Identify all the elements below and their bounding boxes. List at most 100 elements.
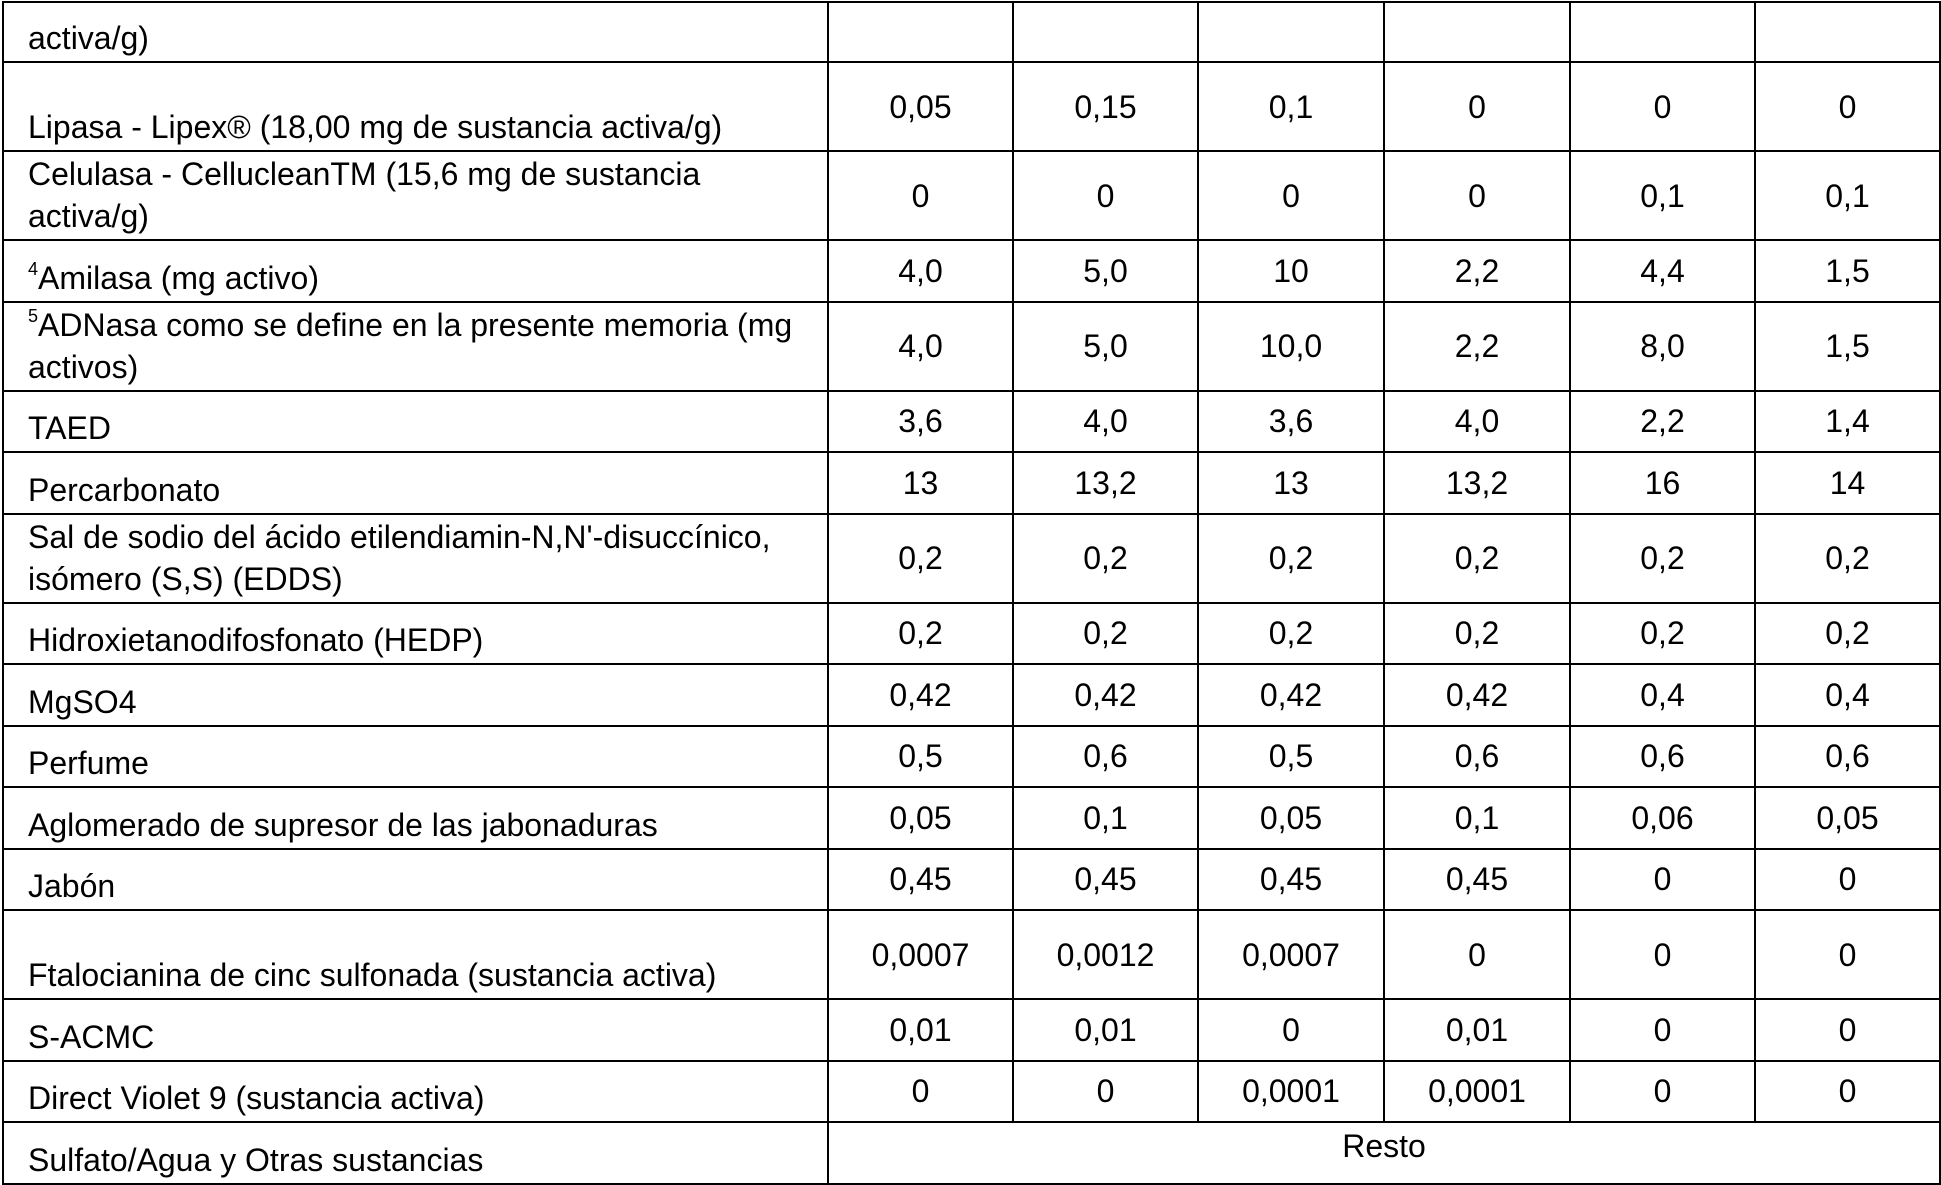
value-cell: 0 — [1755, 910, 1940, 999]
label-text: TAED — [28, 410, 111, 446]
label-text: S-ACMC — [28, 1019, 154, 1055]
table-row: 5ADNasa como se define en la presente me… — [3, 302, 1940, 391]
value-cell: 0 — [828, 1061, 1013, 1123]
value-cell: 0 — [1384, 62, 1570, 151]
value-cell: 0,0007 — [1198, 910, 1384, 999]
value-cell — [1384, 2, 1570, 62]
value-cell: 0,2 — [828, 514, 1013, 603]
value-cell: 3,6 — [1198, 391, 1384, 453]
label-text: Sulfato/Agua y Otras sustancias — [28, 1142, 483, 1178]
value-cell: 0,4 — [1570, 664, 1755, 726]
label-text: Aglomerado de supresor de las jabonadura… — [28, 807, 658, 843]
value-cell: 0,45 — [1384, 849, 1570, 911]
row-label: Jabón — [3, 849, 828, 911]
label-text: ADNasa como se define en la presente mem… — [28, 307, 792, 385]
value-cell: 4,0 — [1384, 391, 1570, 453]
value-cell: 0,0012 — [1013, 910, 1198, 999]
value-cell: 0,1 — [1013, 787, 1198, 849]
value-cell: 5,0 — [1013, 302, 1198, 391]
row-label: activa/g) — [3, 2, 828, 62]
value-cell: 0,2 — [1198, 514, 1384, 603]
value-cell: 8,0 — [1570, 302, 1755, 391]
value-cell: 0,6 — [1755, 726, 1940, 788]
row-label: Sal de sodio del ácido etilendiamin-N,N'… — [3, 514, 828, 603]
value-cell: 10,0 — [1198, 302, 1384, 391]
value-cell: 13,2 — [1013, 452, 1198, 514]
row-label: Hidroxietanodifosfonato (HEDP) — [3, 603, 828, 665]
value-cell: 0,4 — [1755, 664, 1940, 726]
table-row: TAED3,64,03,64,02,21,4 — [3, 391, 1940, 453]
value-cell: 0 — [1755, 999, 1940, 1061]
value-cell: 0 — [1570, 62, 1755, 151]
value-cell: 0,42 — [1013, 664, 1198, 726]
value-cell: 0,5 — [828, 726, 1013, 788]
row-label: 5ADNasa como se define en la presente me… — [3, 302, 828, 391]
row-label: Direct Violet 9 (sustancia activa) — [3, 1061, 828, 1123]
row-label: 4Amilasa (mg activo) — [3, 240, 828, 302]
value-cell — [1013, 2, 1198, 62]
label-text: Lipasa - Lipex® (18,00 mg de sustancia a… — [28, 109, 722, 145]
value-cell: 0,6 — [1013, 726, 1198, 788]
value-cell: 0,2 — [1570, 603, 1755, 665]
value-cell: 0 — [1755, 62, 1940, 151]
value-cell: 2,2 — [1384, 302, 1570, 391]
value-cell: 0,2 — [1384, 514, 1570, 603]
table-row: Jabón0,450,450,450,4500 — [3, 849, 1940, 911]
value-cell: 0,45 — [1198, 849, 1384, 911]
table-row: activa/g) — [3, 2, 1940, 62]
value-cell: 0,2 — [1570, 514, 1755, 603]
label-text: Direct Violet 9 (sustancia activa) — [28, 1080, 484, 1116]
value-cell: 0 — [1384, 910, 1570, 999]
value-cell: 14 — [1755, 452, 1940, 514]
value-cell: 3,6 — [828, 391, 1013, 453]
table-row: Direct Violet 9 (sustancia activa)000,00… — [3, 1061, 1940, 1123]
value-cell: 1,5 — [1755, 302, 1940, 391]
row-label: Lipasa - Lipex® (18,00 mg de sustancia a… — [3, 62, 828, 151]
value-cell: 0,2 — [1198, 603, 1384, 665]
label-text: Perfume — [28, 745, 149, 781]
value-cell: 0 — [1198, 999, 1384, 1061]
value-cell: 0,1 — [1198, 62, 1384, 151]
value-cell: 4,0 — [828, 302, 1013, 391]
value-cell: 1,4 — [1755, 391, 1940, 453]
value-cell: 0 — [1570, 910, 1755, 999]
value-cell: 0 — [1570, 999, 1755, 1061]
value-cell: 0,2 — [1384, 603, 1570, 665]
value-cell: 2,2 — [1384, 240, 1570, 302]
label-text: Percarbonato — [28, 472, 220, 508]
table-row: Percarbonato1313,21313,21614 — [3, 452, 1940, 514]
value-cell: 0,2 — [828, 603, 1013, 665]
row-label: Celulasa - CellucleanTM (15,6 mg de sust… — [3, 151, 828, 240]
value-cell: 0,1 — [1384, 787, 1570, 849]
table-row: Lipasa - Lipex® (18,00 mg de sustancia a… — [3, 62, 1940, 151]
value-cell: 0,45 — [828, 849, 1013, 911]
value-cell: 0 — [1198, 151, 1384, 240]
value-cell: 0,6 — [1384, 726, 1570, 788]
table-row: Perfume0,50,60,50,60,60,6 — [3, 726, 1940, 788]
value-cell — [1570, 2, 1755, 62]
value-cell: 0,42 — [828, 664, 1013, 726]
value-cell: 0,2 — [1013, 603, 1198, 665]
value-cell: 13 — [1198, 452, 1384, 514]
row-label: TAED — [3, 391, 828, 453]
value-cell: 0,06 — [1570, 787, 1755, 849]
value-cell: 0 — [1570, 1061, 1755, 1123]
label-text: Ftalocianina de cinc sulfonada (sustanci… — [28, 957, 716, 993]
label-text: Hidroxietanodifosfonato (HEDP) — [28, 622, 483, 658]
value-cell: 10 — [1198, 240, 1384, 302]
value-cell: 0,2 — [1755, 514, 1940, 603]
value-cell: 0,0001 — [1198, 1061, 1384, 1123]
label-text: Sal de sodio del ácido etilendiamin-N,N'… — [28, 519, 770, 597]
table-row: Celulasa - CellucleanTM (15,6 mg de sust… — [3, 151, 1940, 240]
value-cell: 0,2 — [1755, 603, 1940, 665]
value-cell: 0,01 — [1384, 999, 1570, 1061]
value-cell: 5,0 — [1013, 240, 1198, 302]
table-row: Ftalocianina de cinc sulfonada (sustanci… — [3, 910, 1940, 999]
value-cell: 2,2 — [1570, 391, 1755, 453]
value-cell: 4,0 — [1013, 391, 1198, 453]
value-cell: 13,2 — [1384, 452, 1570, 514]
value-cell: 0,5 — [1198, 726, 1384, 788]
table-row: Aglomerado de supresor de las jabonadura… — [3, 787, 1940, 849]
value-cell: 0 — [1755, 1061, 1940, 1123]
